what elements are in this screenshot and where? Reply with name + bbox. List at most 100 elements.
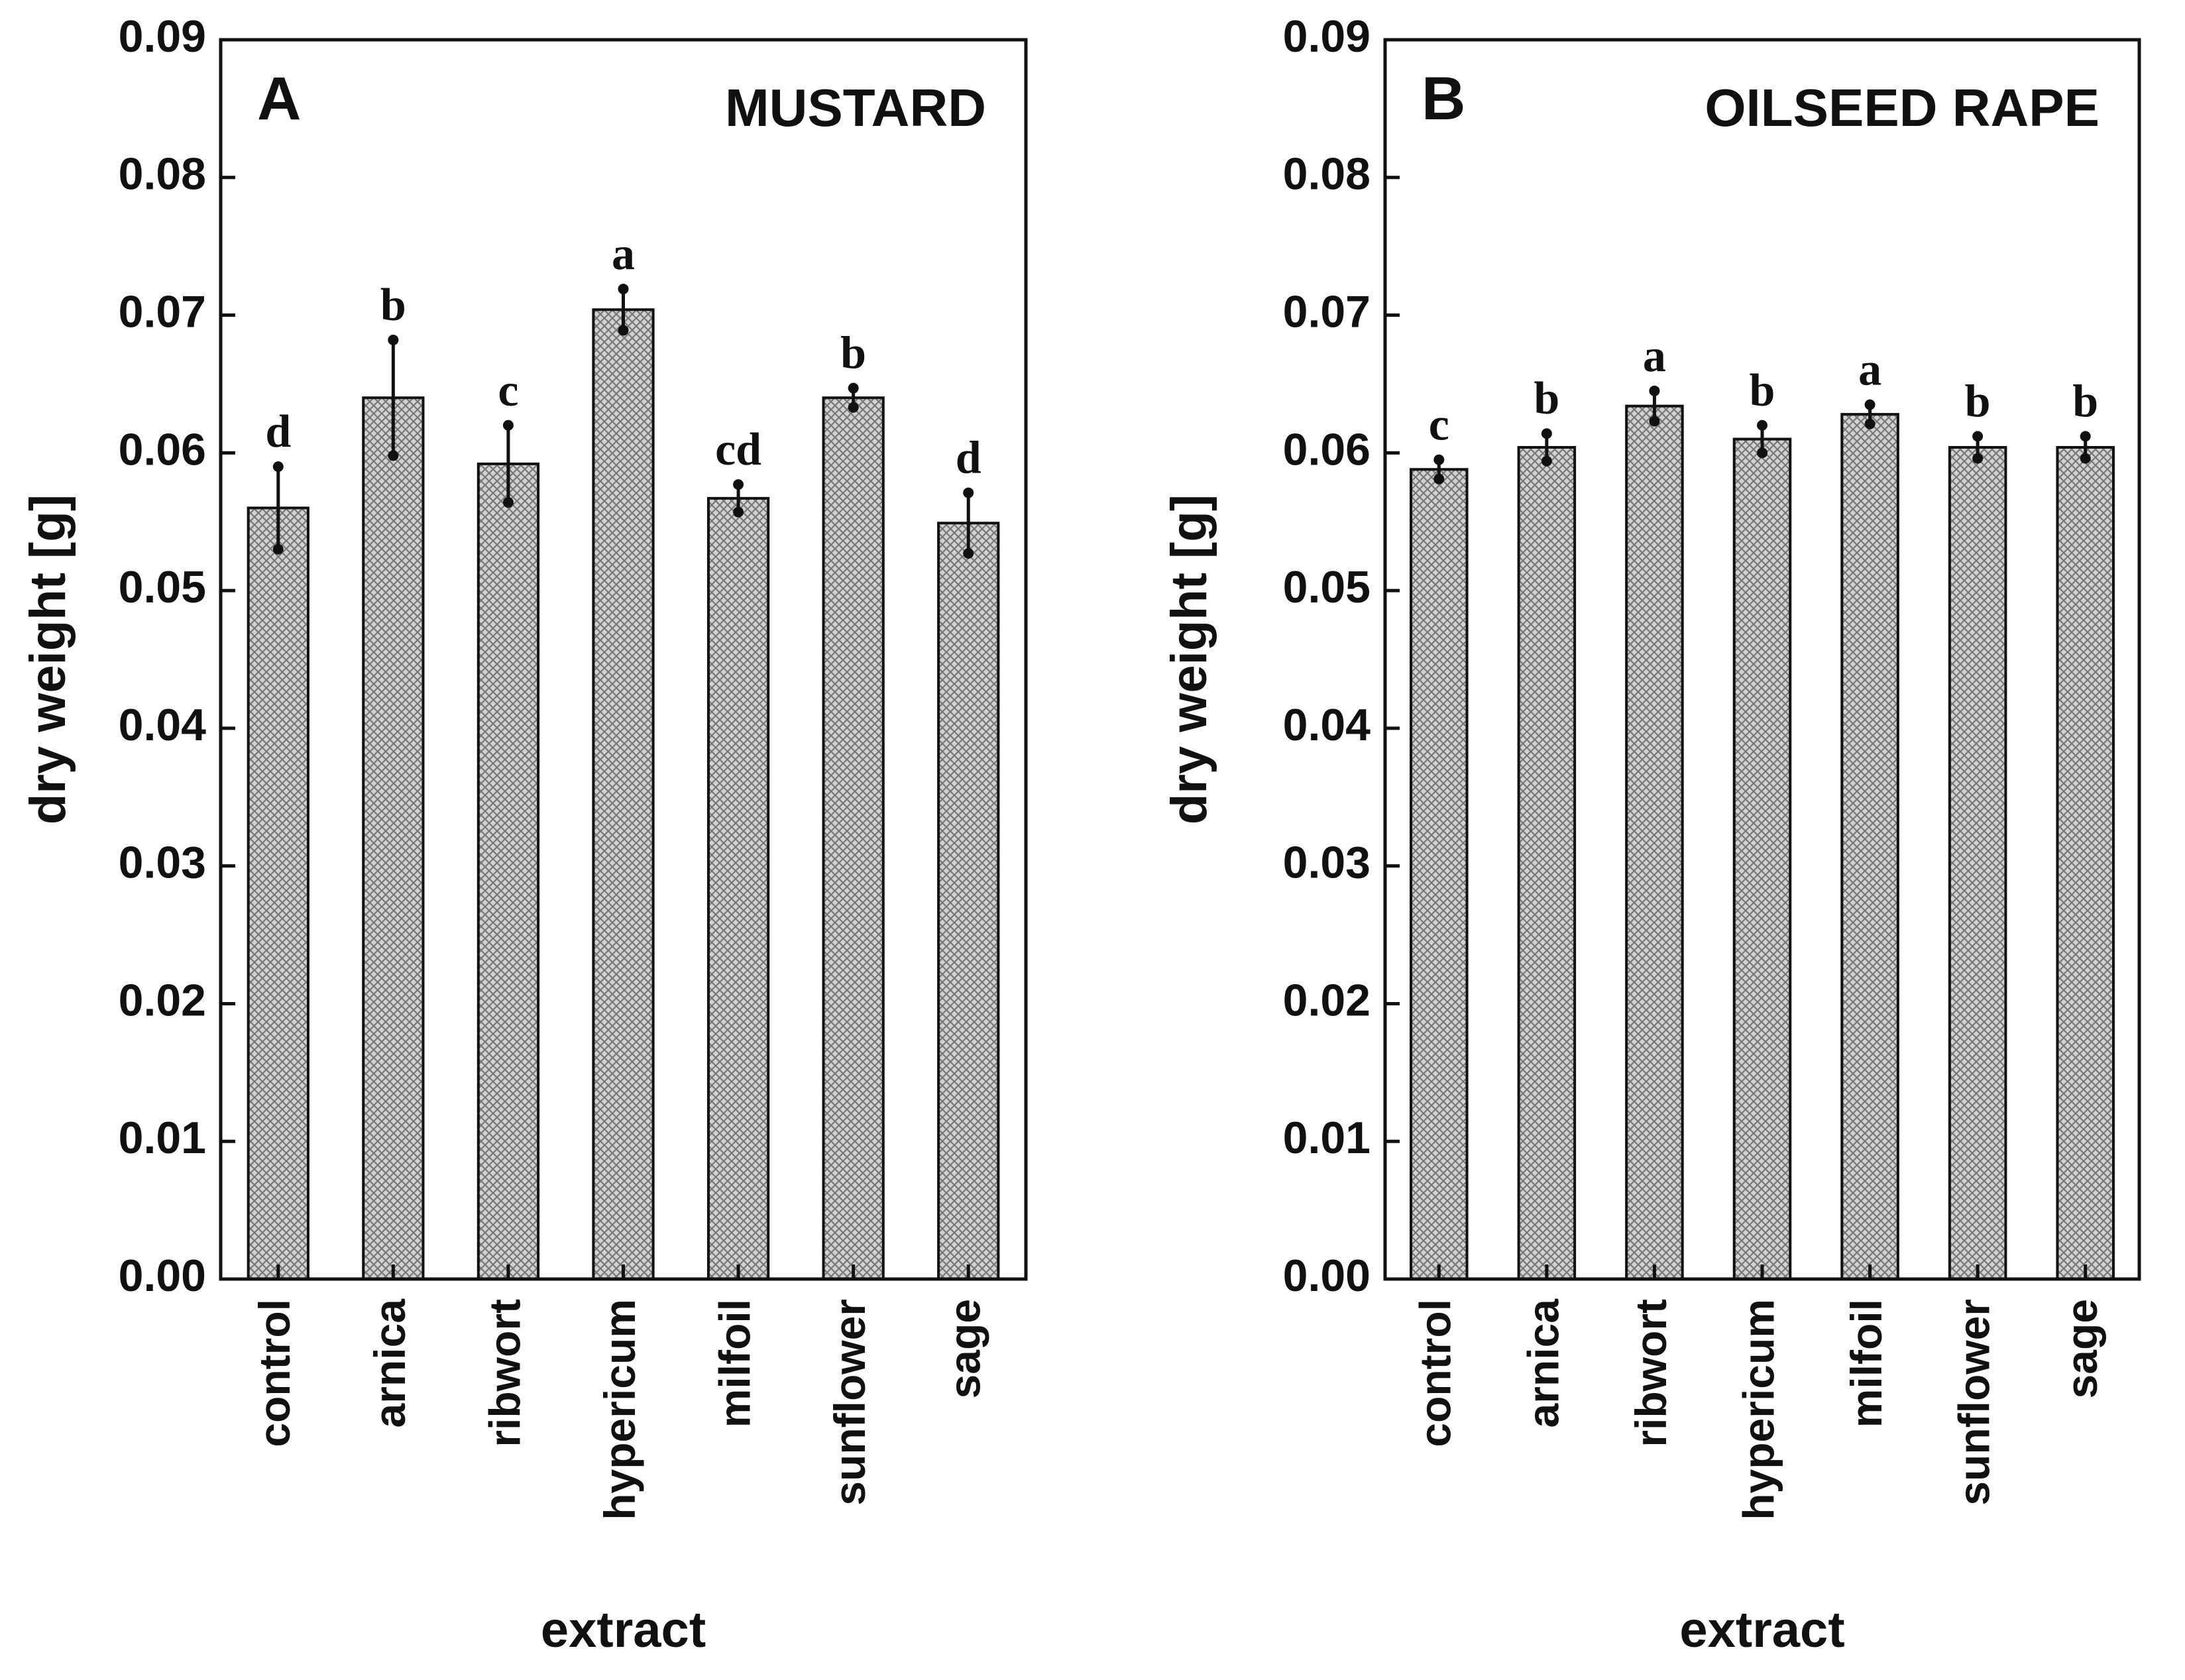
category-label: control bbox=[1411, 1299, 1460, 1447]
bar-control bbox=[1410, 468, 1469, 1280]
y-tick-label: 0.09 bbox=[1283, 11, 1371, 62]
bar-milfoil bbox=[706, 496, 770, 1280]
y-axis-title: dry weight [g] bbox=[20, 494, 76, 824]
y-tick-label: 0.06 bbox=[1283, 424, 1371, 475]
error-cap-top bbox=[1649, 385, 1660, 396]
y-tick-label: 0.03 bbox=[1283, 838, 1371, 888]
error-cap-bottom bbox=[618, 325, 629, 336]
error-cap-top bbox=[272, 461, 284, 473]
error-cap-bottom bbox=[1757, 447, 1767, 459]
category-label: hypericum bbox=[595, 1299, 644, 1520]
category-label: arnica bbox=[365, 1298, 414, 1428]
bar-ribwort bbox=[1625, 404, 1684, 1281]
error-cap-bottom bbox=[1864, 418, 1876, 429]
error-cap-top bbox=[1864, 399, 1876, 410]
y-tick-label: 0.06 bbox=[119, 424, 206, 475]
category-label: sunflower bbox=[1950, 1299, 1999, 1506]
y-axis-title: dry weight [g] bbox=[1161, 494, 1217, 824]
x-axis-title: extract bbox=[1679, 1602, 1844, 1658]
error-cap-bottom bbox=[1433, 473, 1445, 484]
panel-title: MUSTARD bbox=[725, 78, 986, 137]
category-label: ribwort bbox=[1626, 1299, 1675, 1447]
y-tick-label: 0.04 bbox=[119, 700, 207, 750]
error-cap-top bbox=[618, 284, 629, 295]
x-axis-title: extract bbox=[541, 1602, 706, 1658]
error-cap-top bbox=[1541, 428, 1552, 439]
y-tick-label: 0.01 bbox=[1283, 1113, 1371, 1163]
significance-label: a bbox=[612, 229, 635, 280]
error-cap-bottom bbox=[272, 543, 284, 555]
error-cap-top bbox=[2080, 431, 2091, 442]
category-label: milfoil bbox=[710, 1299, 759, 1428]
category-label: control bbox=[250, 1299, 299, 1447]
y-tick-label: 0.05 bbox=[119, 562, 206, 612]
significance-label: b bbox=[1965, 376, 1991, 427]
y-tick-label: 0.08 bbox=[119, 149, 206, 199]
bar-sage bbox=[2056, 446, 2115, 1280]
category-label: milfoil bbox=[1842, 1299, 1891, 1428]
error-cap-top bbox=[1757, 420, 1767, 431]
error-cap-top bbox=[963, 487, 974, 498]
bar-control bbox=[247, 506, 309, 1280]
y-tick-label: 0.04 bbox=[1283, 700, 1371, 750]
error-cap-bottom bbox=[1541, 455, 1552, 467]
panel-title: OILSEED RAPE bbox=[1705, 78, 2100, 137]
error-cap-top bbox=[502, 420, 514, 431]
significance-label: a bbox=[1858, 345, 1881, 396]
panel-b: c control b arnica a ribwort b hypericum a milfoi… bbox=[1161, 11, 2141, 1658]
y-tick-label: 0.00 bbox=[119, 1251, 206, 1301]
category-label: sage bbox=[2057, 1299, 2106, 1398]
panel-letter: B bbox=[1422, 65, 1465, 133]
error-cap-bottom bbox=[2080, 453, 2091, 464]
y-tick-label: 0.03 bbox=[119, 838, 206, 888]
error-cap-top bbox=[733, 479, 744, 490]
y-tick-label: 0.08 bbox=[1283, 149, 1371, 199]
error-cap-bottom bbox=[963, 548, 974, 559]
bar-hypericum bbox=[1732, 437, 1792, 1280]
error-cap-bottom bbox=[502, 497, 514, 508]
significance-label: d bbox=[265, 406, 291, 457]
category-label: ribwort bbox=[480, 1299, 529, 1447]
panel-letter: A bbox=[257, 65, 301, 133]
error-cap-top bbox=[388, 334, 399, 345]
y-tick-label: 0.01 bbox=[119, 1113, 206, 1163]
significance-label: b bbox=[840, 328, 866, 379]
error-cap-bottom bbox=[733, 506, 744, 518]
category-label: hypericum bbox=[1734, 1299, 1783, 1520]
significance-label: b bbox=[380, 280, 406, 331]
bar-milfoil bbox=[1840, 413, 1899, 1281]
significance-label: c bbox=[1429, 400, 1449, 451]
category-label: sage bbox=[940, 1299, 989, 1398]
y-tick-label: 0.07 bbox=[1283, 287, 1371, 337]
significance-label: c bbox=[498, 365, 518, 416]
bar-sage bbox=[937, 522, 1000, 1280]
y-tick-label: 0.07 bbox=[119, 287, 206, 337]
y-tick-label: 0.09 bbox=[119, 11, 206, 62]
error-cap-bottom bbox=[1649, 416, 1660, 427]
bar-hypericum bbox=[592, 308, 655, 1281]
significance-label: d bbox=[956, 433, 981, 484]
significance-label: b bbox=[1750, 365, 1775, 416]
y-tick-label: 0.02 bbox=[119, 975, 206, 1025]
bar-arnica bbox=[1517, 446, 1577, 1280]
bar-ribwort bbox=[476, 462, 540, 1280]
bar-sunflower bbox=[1948, 446, 2007, 1280]
error-cap-bottom bbox=[1972, 453, 1984, 464]
panel-a: d control b arnica c ribwort a hypericum cd milfo… bbox=[20, 11, 1028, 1658]
error-cap-bottom bbox=[848, 402, 859, 413]
y-tick-label: 0.00 bbox=[1283, 1251, 1371, 1301]
error-cap-top bbox=[848, 382, 859, 394]
significance-label: cd bbox=[715, 424, 761, 475]
bar-sunflower bbox=[822, 396, 885, 1281]
significance-label: b bbox=[2072, 376, 2098, 427]
y-tick-label: 0.05 bbox=[1283, 562, 1371, 612]
y-tick-label: 0.02 bbox=[1283, 975, 1371, 1025]
significance-label: a bbox=[1643, 331, 1666, 382]
significance-label: b bbox=[1534, 373, 1559, 424]
error-cap-bottom bbox=[388, 450, 399, 461]
bar-arnica bbox=[362, 396, 425, 1281]
error-cap-top bbox=[1433, 454, 1445, 465]
category-label: sunflower bbox=[825, 1299, 874, 1506]
error-cap-top bbox=[1972, 431, 1984, 442]
